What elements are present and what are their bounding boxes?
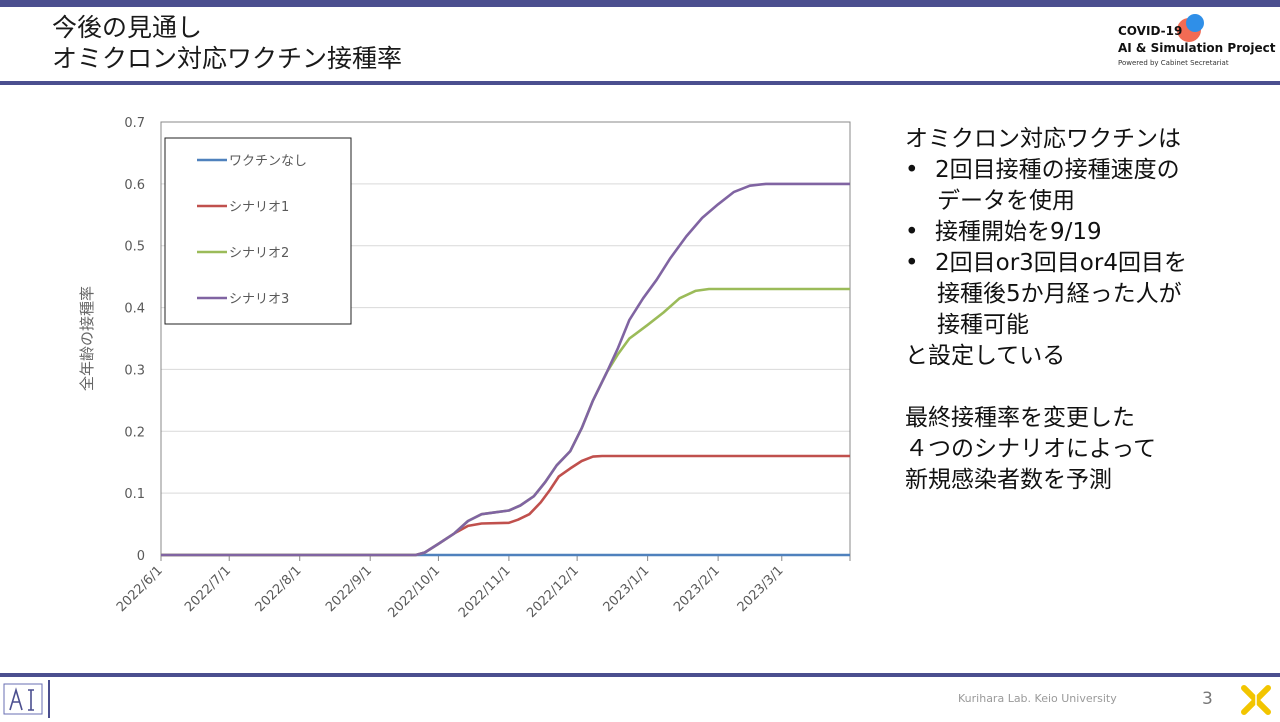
legend-label: シナリオ3: [229, 292, 289, 307]
y-tick-label: 0.2: [124, 425, 145, 440]
footer-divider: [0, 673, 1280, 677]
setting-line: と設定している: [905, 343, 1066, 369]
y-tick-label: 0.7: [124, 116, 145, 131]
lab-logo: [0, 680, 50, 718]
y-tick-label: 0.1: [124, 487, 145, 502]
x-tick-label: 2022/8/1: [253, 563, 305, 615]
bullet-1-line-2: データを使用: [937, 188, 1075, 214]
corner-x-mark-icon: [1240, 684, 1272, 716]
y-axis-ticks: 0 0.1 0.2 0.3 0.4 0.5 0.6 0.7: [124, 116, 145, 564]
bullet-2-line-1: 接種開始を9/19: [905, 217, 1265, 248]
y-axis-label: 全年齢の接種率: [78, 286, 96, 391]
bullet-1-line-1: 2回目接種の接種速度の: [905, 155, 1265, 186]
x-axis-ticks: 2022/6/1 2022/7/1 2022/8/1 2022/9/1 2022/10/…: [114, 555, 851, 621]
logo-text-line-1: COVID-19: [1118, 24, 1183, 38]
paragraph-2-line-1: 最終接種率を変更した: [905, 405, 1135, 431]
x-tick-label: 2022/7/1: [182, 563, 234, 615]
legend-label: ワクチンなし: [229, 154, 307, 169]
paragraph-gap: [905, 372, 1265, 403]
series-lines: [161, 182, 850, 557]
bullet-3-line-1: 2回目or3回目or4回目を: [905, 248, 1265, 279]
covid19-ai-simulation-logo: COVID-19 AI & Simulation Project Powered…: [1118, 14, 1275, 70]
x-tick-label: 2022/10/1: [385, 563, 443, 621]
x-tick-label: 2023/1/1: [601, 563, 653, 615]
footer-credit: Kurihara Lab. Keio University: [958, 692, 1117, 705]
title-line-1: 今後の見通し: [52, 13, 203, 42]
logo-text-line-2: AI & Simulation Project: [1118, 41, 1276, 55]
logo-text-line-3: Powered by Cabinet Secretariat: [1118, 59, 1229, 67]
y-tick-label: 0.3: [124, 363, 145, 378]
vaccination-rate-chart: 0 0.1 0.2 0.3 0.4 0.5 0.6 0.7 2022/6/1 2022/7/1 2…: [60, 100, 860, 660]
y-tick-label: 0.4: [124, 302, 145, 317]
explanation-panel: オミクロン対応ワクチンは 2回目接種の接種速度の データを使用 接種開始を9/1…: [905, 124, 1265, 496]
y-tick-label: 0: [137, 549, 145, 564]
y-tick-label: 0.5: [124, 240, 145, 255]
header-divider: [0, 81, 1280, 85]
lab-logo-icon: [3, 683, 43, 715]
page-number: 3: [1202, 689, 1213, 709]
bullet-3-line-2: 接種後5か月経った人が: [937, 281, 1182, 307]
x-tick-label: 2022/6/1: [114, 563, 166, 615]
x-mark-icon: [1241, 685, 1271, 715]
x-tick-label: 2022/9/1: [323, 563, 375, 615]
title-line-2: オミクロン対応ワクチン接種率: [52, 44, 403, 73]
x-tick-label: 2023/3/1: [735, 563, 787, 615]
series-line: [161, 182, 850, 557]
x-tick-label: 2022/11/1: [456, 563, 514, 621]
top-accent-bar: [0, 0, 1280, 7]
legend-label: シナリオ1: [229, 200, 289, 215]
slide-title: 今後の見通し オミクロン対応ワクチン接種率: [52, 12, 402, 74]
logo-blue-dot: [1186, 14, 1204, 32]
paragraph-2-line-3: 新規感染者数を予測: [905, 467, 1112, 493]
y-tick-label: 0.6: [124, 178, 145, 193]
x-tick-label: 2023/2/1: [671, 563, 723, 615]
legend-box: [164, 137, 352, 325]
bullet-3-line-3: 接種可能: [937, 312, 1029, 338]
intro-line: オミクロン対応ワクチンは: [905, 126, 1181, 152]
legend-label: シナリオ2: [229, 246, 289, 261]
x-tick-label: 2022/12/1: [524, 563, 582, 621]
chart-svg: 00.10.20.30.40.50.60.7 2022/6/1 2022/7/1 2…: [78, 116, 851, 621]
paragraph-2-line-2: ４つのシナリオによって: [905, 436, 1157, 462]
series-line: [161, 287, 850, 557]
series-line: [161, 454, 850, 557]
